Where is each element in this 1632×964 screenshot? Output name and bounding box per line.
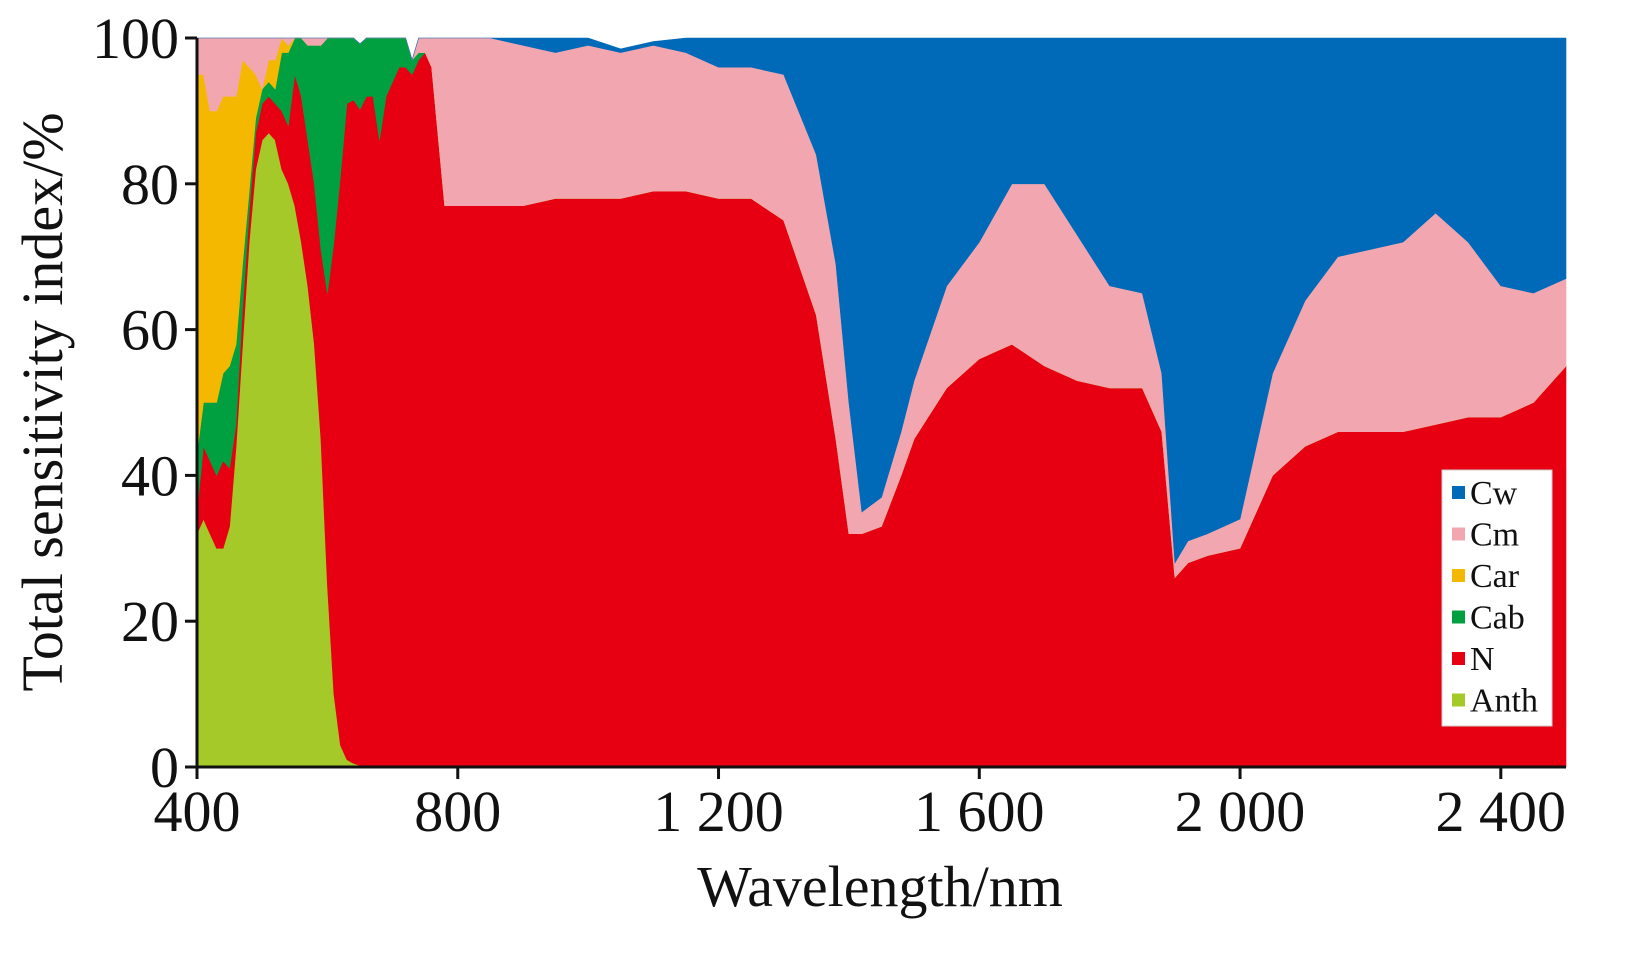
- y-tick-label: 100: [92, 6, 179, 71]
- legend-swatch-n: [1452, 652, 1465, 665]
- y-tick-label: 80: [121, 152, 179, 217]
- legend-swatch-cab: [1452, 610, 1465, 624]
- y-tick-label: 20: [121, 589, 179, 654]
- x-axis-title: Wavelength/nm: [697, 854, 1063, 919]
- y-axis-title: Total sensitivity index/%: [10, 112, 75, 691]
- axes: [195, 38, 1566, 769]
- x-tick-label: 400: [154, 779, 241, 844]
- y-tick-label: 60: [121, 298, 179, 363]
- legend-swatch-car: [1452, 569, 1465, 582]
- legend-swatch-cm: [1452, 527, 1465, 541]
- legend-label-cm: Cm: [1470, 517, 1519, 554]
- legend-label-car: Car: [1470, 558, 1520, 595]
- legend-label-n: N: [1470, 641, 1495, 678]
- legend: Cw Cm Car Cab N Anth: [1441, 469, 1553, 727]
- legend-swatch-cw: [1452, 486, 1465, 499]
- x-tick-label: 2 400: [1436, 779, 1567, 844]
- ticks: 400 800 1 200 1 600 2 000 2 400 0 20 40 60 80 100: [92, 6, 1566, 844]
- x-tick-label: 1 200: [653, 779, 784, 844]
- stacked-areas: [196, 37, 1567, 768]
- legend-label-cab: Cab: [1470, 600, 1525, 637]
- x-tick-label: 1 600: [914, 779, 1045, 844]
- y-tick-label: 0: [150, 735, 179, 800]
- legend-swatch-anth: [1452, 693, 1465, 707]
- x-tick-label: 800: [414, 779, 501, 844]
- y-tick-label: 40: [121, 443, 179, 508]
- x-tick-label: 2 000: [1175, 779, 1306, 844]
- area-cw: [197, 37, 1567, 564]
- legend-box: [1441, 469, 1553, 727]
- legend-label-anth: Anth: [1470, 683, 1538, 720]
- legend-label-cw: Cw: [1470, 475, 1518, 512]
